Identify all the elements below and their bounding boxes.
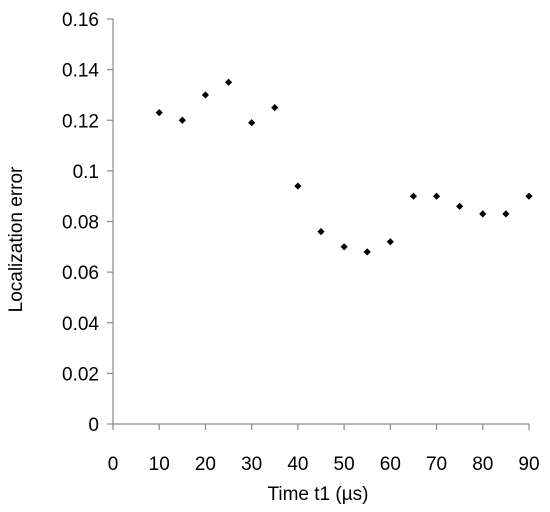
data-point <box>386 238 394 246</box>
y-tick-label: 0.06 <box>62 263 99 284</box>
y-tick-label: 0.14 <box>62 61 99 82</box>
y-tick-label: 0.1 <box>73 162 99 183</box>
x-tick-label: 10 <box>149 454 170 475</box>
y-axis-title: Localization error <box>6 166 27 312</box>
x-tick-label: 20 <box>195 454 216 475</box>
x-tick-label: 50 <box>334 454 355 475</box>
data-point <box>479 210 487 218</box>
x-tick-label: 80 <box>472 454 493 475</box>
x-tick-label: 0 <box>108 454 119 475</box>
x-tick-label: 40 <box>287 454 308 475</box>
data-point <box>224 78 233 86</box>
y-tick-label: 0.08 <box>62 213 99 234</box>
data-points <box>155 78 533 256</box>
data-point <box>502 210 510 218</box>
x-tick-label: 30 <box>241 454 262 475</box>
y-ticks: 0 0.02 0.04 0.06 0.08 0.1 0.12 0.14 0.16 <box>62 10 113 436</box>
data-point <box>201 91 210 99</box>
data-point <box>456 202 464 210</box>
data-point <box>409 192 418 200</box>
data-point <box>317 228 325 236</box>
data-point <box>432 192 441 200</box>
y-tick-label: 0.02 <box>62 364 99 385</box>
x-ticks: 0 10 20 30 40 50 60 70 80 90 <box>108 424 540 475</box>
data-point <box>340 243 348 251</box>
data-point <box>294 182 302 190</box>
data-point <box>178 116 186 124</box>
data-point <box>363 248 371 256</box>
y-axis: 0 0.02 0.04 0.06 0.08 0.1 0.12 0.14 0.16 <box>62 10 114 436</box>
y-tick-label: 0.04 <box>62 314 99 335</box>
data-point <box>271 103 279 112</box>
y-tick-label: 0 <box>88 415 99 436</box>
data-point <box>525 192 533 200</box>
y-tick-label: 0.12 <box>62 111 99 132</box>
x-axis: 0 10 20 30 40 50 60 70 80 90 <box>108 423 540 475</box>
x-axis-title: Time t1 (µs) <box>267 484 368 505</box>
data-point <box>155 109 163 117</box>
x-tick-label: 70 <box>426 454 447 475</box>
x-tick-label: 90 <box>518 454 539 475</box>
data-point <box>248 119 256 127</box>
y-tick-label: 0.16 <box>62 10 99 31</box>
x-tick-label: 60 <box>380 454 401 475</box>
